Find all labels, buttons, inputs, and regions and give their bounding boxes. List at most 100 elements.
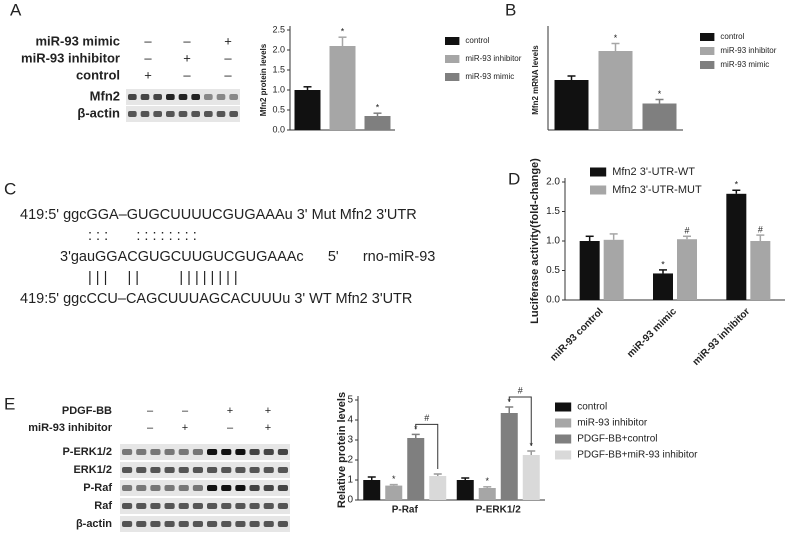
- blot-band: [204, 94, 213, 100]
- blot-band: [191, 111, 200, 117]
- y-tick-label: 3: [347, 435, 353, 446]
- condition-sign: –: [183, 33, 191, 48]
- blot-band: [192, 503, 203, 509]
- blot-band: [235, 467, 246, 473]
- condition-sign: –: [227, 422, 234, 434]
- blot-band: [216, 94, 226, 100]
- condition-label: miR-93 inhibitor: [21, 50, 120, 65]
- y-tick-label: 1.0: [546, 236, 560, 247]
- blot-band: [277, 521, 288, 527]
- y-tick-label: 1: [347, 475, 353, 486]
- blot-band: [277, 449, 288, 455]
- condition-sign: –: [224, 67, 232, 82]
- blot-band: [122, 503, 133, 509]
- legend-label: Mfn2 3'-UTR-MUT: [612, 184, 702, 196]
- legend-swatch: [555, 418, 572, 428]
- blot-band: [164, 449, 175, 455]
- condition-label: PDGF-BB: [62, 405, 112, 417]
- bar: [500, 413, 518, 500]
- y-axis-label: Mfn2 mRNA levels: [531, 45, 540, 115]
- legend-swatch: [555, 434, 572, 444]
- condition-label: miR-93 inhibitor: [28, 422, 112, 434]
- panel-letter: C: [4, 179, 16, 198]
- blot-band: [122, 521, 133, 527]
- blot-band: [229, 94, 238, 100]
- x-tick-label: miR-93 control: [548, 306, 605, 363]
- blot-band: [128, 94, 137, 100]
- bracket: [508, 396, 532, 446]
- blot-band: [178, 467, 189, 473]
- blot-band: [128, 111, 137, 117]
- blot-band: [249, 503, 260, 509]
- bar: [554, 80, 589, 130]
- y-tick-label: 0.0: [272, 124, 285, 134]
- condition-sign: +: [182, 422, 188, 434]
- blot-band: [263, 449, 274, 455]
- blot-band: [277, 503, 288, 509]
- legend-label: control: [577, 402, 607, 413]
- bar: [407, 438, 425, 500]
- blot-band: [164, 521, 175, 527]
- bar: [478, 488, 496, 500]
- bar: [579, 241, 600, 300]
- y-tick-label: 0.0: [546, 295, 560, 306]
- blot-band: [263, 485, 274, 491]
- condition-sign: –: [147, 422, 154, 434]
- condition-sign: +: [265, 405, 271, 417]
- blot-band: [207, 503, 218, 509]
- sequence-line: 419:5' ggcGGA–GUGCUUUUCGUGAAAu 3' Mut Mf…: [20, 207, 417, 223]
- blot-band: [192, 467, 203, 473]
- blot-band: [164, 467, 175, 473]
- blot-strip: [120, 498, 290, 514]
- y-tick-label: 2: [347, 455, 353, 466]
- legend-swatch: [700, 47, 715, 55]
- y-tick-label: 1.5: [546, 206, 560, 217]
- y-tick-label: 2.5: [272, 24, 285, 34]
- x-tick-label: P-ERK1/2: [476, 505, 521, 516]
- blot-strip: [120, 516, 290, 532]
- blot-band: [140, 111, 150, 117]
- blot-band: [221, 485, 232, 491]
- bar: [726, 193, 747, 300]
- band-label: ERK1/2: [73, 464, 112, 476]
- significance-marker: *: [661, 259, 665, 269]
- legend-swatch: [445, 55, 460, 63]
- band-label: Raf: [94, 500, 112, 512]
- blot-band: [204, 111, 213, 117]
- legend-label: miR-93 inhibitor: [465, 54, 521, 63]
- blot-band: [192, 521, 203, 527]
- y-tick-label: 4: [347, 415, 353, 426]
- significance-marker: *: [392, 474, 396, 484]
- legend-swatch: [445, 73, 460, 81]
- bar: [750, 241, 771, 300]
- blot-band: [207, 467, 218, 473]
- blot-band: [263, 503, 274, 509]
- legend-label: PDGF-BB+miR-93 inhibitor: [577, 450, 698, 461]
- condition-sign: –: [183, 67, 191, 82]
- condition-sign: +: [265, 422, 271, 434]
- blot-strip: [120, 480, 290, 496]
- y-tick-label: 0.5: [546, 265, 560, 276]
- blot-band: [150, 485, 161, 491]
- x-tick-label: miR-93 inhibitor: [691, 306, 753, 368]
- blot-band: [178, 111, 188, 117]
- significance-marker: *: [614, 33, 618, 43]
- blot-band: [216, 111, 226, 117]
- condition-sign: +: [227, 405, 233, 417]
- bar: [364, 116, 391, 130]
- significance-marker: *: [341, 27, 345, 37]
- band-label: P-ERK1/2: [62, 446, 112, 458]
- blot-band: [221, 503, 232, 509]
- bracket-label: #: [518, 385, 523, 395]
- blot-band: [249, 521, 260, 527]
- significance-marker: #: [758, 224, 763, 234]
- blot-band: [207, 449, 218, 455]
- condition-label: control: [76, 67, 120, 82]
- blot-strip: [120, 462, 290, 478]
- blot-band: [192, 485, 203, 491]
- blot-band: [235, 503, 246, 509]
- legend-swatch: [700, 33, 715, 41]
- blot-band: [178, 94, 188, 100]
- blot-band: [178, 485, 189, 491]
